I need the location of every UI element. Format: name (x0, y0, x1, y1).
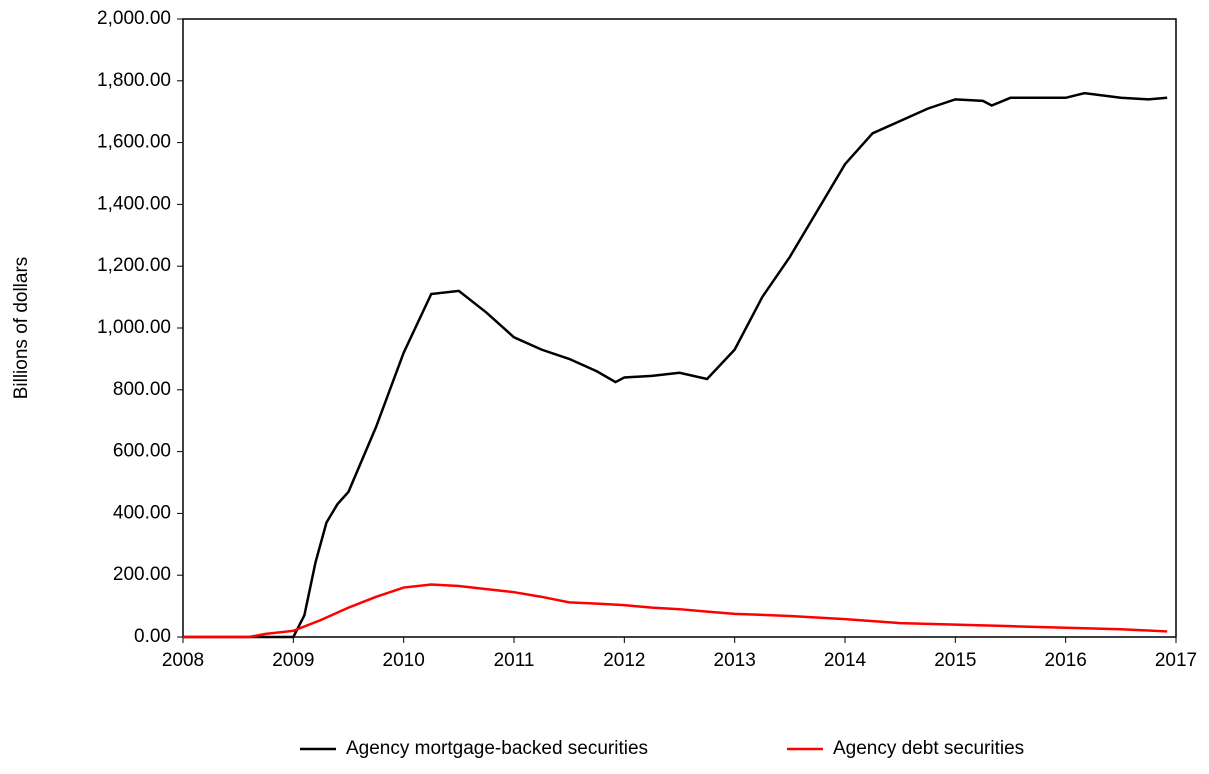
y-tick-label: 1,000.00 (97, 317, 171, 338)
x-tick-label: 2011 (494, 650, 535, 671)
plot-frame (182, 18, 1177, 638)
legend-label: Agency mortgage-backed securities (346, 738, 648, 759)
x-tick-label: 2015 (934, 650, 976, 671)
y-tick-label: 1,800.00 (97, 70, 171, 91)
y-axis-label: Billions of dollars (11, 257, 32, 400)
series-line (183, 91, 1168, 639)
y-tick-label: 0.00 (134, 626, 171, 647)
y-tick-label: 1,200.00 (97, 255, 171, 276)
x-tick-label: 2014 (824, 650, 867, 671)
x-tick-label: 2013 (714, 650, 756, 671)
x-tick-label: 2010 (383, 650, 425, 671)
legend-label: Agency debt securities (833, 738, 1024, 759)
x-tick-label: 2017 (1155, 650, 1197, 671)
y-tick-label: 1,400.00 (97, 193, 171, 214)
y-tick-label: 200.00 (113, 564, 171, 585)
x-tick-label: 2009 (272, 650, 314, 671)
y-tick-label: 400.00 (113, 502, 171, 523)
y-tick-label: 2,000.00 (97, 8, 171, 29)
x-tick-label: 2008 (162, 650, 204, 671)
x-tick-label: 2012 (603, 650, 645, 671)
series-line (183, 583, 1168, 639)
y-tick-label: 1,600.00 (97, 132, 171, 153)
x-tick-label: 2016 (1045, 650, 1087, 671)
y-tick-label: 600.00 (113, 441, 171, 462)
y-tick-label: 800.00 (113, 379, 171, 400)
